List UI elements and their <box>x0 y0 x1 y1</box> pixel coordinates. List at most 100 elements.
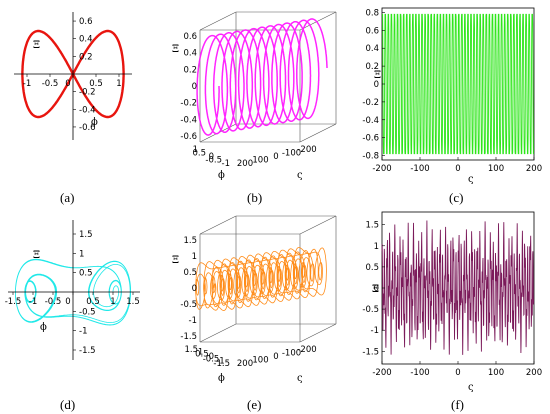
d-series-line <box>14 258 131 326</box>
f-xtick-label: 100 <box>488 368 504 378</box>
f-ytick-label: 1 <box>374 242 379 252</box>
b-vtick-label: 0 <box>273 152 278 162</box>
d-ytick-label: 1 <box>79 249 84 259</box>
e-phitick-label: 0 <box>209 352 214 362</box>
c-xlabel: ς <box>468 174 474 185</box>
e-box-edge <box>299 323 337 343</box>
a-ytick-label: -0.4 <box>79 105 96 115</box>
c-ytick-label: 0.6 <box>365 26 379 36</box>
e-ztick-label: 1.5 <box>183 236 197 246</box>
d-ylabel: Ξ <box>33 250 40 261</box>
b-phitick-label: 1 <box>193 145 198 155</box>
d-xtick-label: -0.5 <box>45 297 62 307</box>
d-xtick-label: 1.5 <box>126 297 140 307</box>
panel-e: 1.510.50-0.5-1-1.51.5 10.5 0-0.5-1-1.5 200 1… <box>172 215 337 412</box>
b-ticks: 0.60.40.20-0.2-0.4-0.610.5 0-0.5 -1 200 100 0… <box>180 32 316 169</box>
e-zlabel: Ξ <box>172 255 179 266</box>
panel-d: -1.5 -1 -0.5 0 0.5 1 1.51.510.5-0.5-1-1.5 Ξ ϕ … <box>5 220 140 412</box>
e-ztick-label: -0.5 <box>180 300 197 310</box>
e-ztick-label: 1 <box>192 252 197 262</box>
d-xtick-label: -1 <box>29 297 37 307</box>
f-ytick-label: 1.5 <box>365 221 379 231</box>
e-phi-label: ϕ <box>218 373 225 384</box>
d-ytick-label: -0.5 <box>79 307 96 317</box>
e-varsigma-label: ς <box>297 373 303 384</box>
d-phase-curve <box>14 258 131 326</box>
a-ytick-label: 0.6 <box>79 17 93 27</box>
f-ytick-label: 0 <box>374 284 379 294</box>
panel-f: -200 -100 0 100 200 1.5 1 0.5 0 -0.5 -1 -1.5 Ξ ς (f… <box>362 211 542 412</box>
c-ytick-label: -0.4 <box>362 116 379 126</box>
e-3d-box <box>199 215 337 343</box>
b-ztick-label: 0.6 <box>183 32 197 42</box>
b-phitick-label: -1 <box>222 159 230 169</box>
e-box-edge <box>199 215 237 235</box>
c-xtick-label: 200 <box>526 164 542 174</box>
c-xtick-label: 100 <box>488 164 504 174</box>
e-phitick-label: -0.5 <box>203 354 220 364</box>
b-vtick-label: 200 <box>237 159 253 169</box>
c-ytick-label: 0.8 <box>365 8 379 18</box>
a-caption: (a) <box>60 190 74 205</box>
f-xtick-label: 0 <box>455 368 460 378</box>
c-caption: (c) <box>449 190 463 205</box>
b-ztick-label: 0.4 <box>183 49 197 59</box>
a-ytick-label: -0.6 <box>79 123 96 133</box>
panel-a: -1 -0.5 0 0.5 1 0.6 0.4 0.2 -0.2 -0.4 -0.6 Ξ ϕ (a) <box>14 12 132 205</box>
b-ztick-label: 0.2 <box>183 65 197 75</box>
a-ytick-label: 0.4 <box>79 35 93 45</box>
d-caption: (d) <box>60 397 75 412</box>
b-box-edge <box>299 11 337 31</box>
e-ticks: 1.510.50-0.5-1-1.51.5 10.5 0-0.5-1-1.5 200 1… <box>180 236 316 369</box>
e-ztick-label: 0.5 <box>183 268 197 278</box>
c-ylabel: Ξ <box>374 70 381 81</box>
f-xtick-label: 200 <box>526 368 542 378</box>
e-phitick-label: 1 <box>198 347 203 357</box>
b-varsigma-label: ς <box>297 170 303 181</box>
f-ytick-label: -0.5 <box>362 305 379 315</box>
c-xtick-label: 0 <box>455 164 460 174</box>
d-xtick-label: -1.5 <box>5 297 22 307</box>
f-caption: (f) <box>451 397 464 412</box>
e-ztick-label: -1 <box>189 316 197 326</box>
f-ytick-label: 0.5 <box>365 263 379 273</box>
e-vtick-label: 100 <box>252 356 268 366</box>
c-ytick-label: -0.8 <box>362 152 379 162</box>
c-xtick-label: -200 <box>372 164 391 174</box>
c-plot: -200 -100 0 100 200 0.8 0.6 0.4 0.2 0 -0.2 -0.4 -0.6… <box>362 7 542 174</box>
b-series-line <box>196 18 328 136</box>
d-ytick-label: 1.5 <box>79 230 93 240</box>
b-trajectory <box>196 18 328 136</box>
e-phitick-label: -1 <box>216 357 224 367</box>
c-ytick-label: -0.6 <box>362 134 379 144</box>
e-phitick-label: 1.5 <box>184 345 198 355</box>
b-caption: (b) <box>247 190 262 205</box>
f-xtick-label: -200 <box>372 368 391 378</box>
b-vtick-label: 100 <box>252 156 268 166</box>
f-plot: -200 -100 0 100 200 1.5 1 0.5 0 -0.5 -1 -1.5 <box>362 211 542 378</box>
b-ztick-label: -0.4 <box>180 115 197 125</box>
d-ytick-label: -1 <box>79 327 87 337</box>
a-xtick-label: -1 <box>23 79 31 89</box>
f-ytick-label: -1 <box>371 326 379 336</box>
e-vtick-label: -200 <box>297 345 316 355</box>
a-xtick-label: 0 <box>65 79 70 89</box>
b-phitick-label: 0.5 <box>192 149 206 159</box>
f-xlabel: ς <box>468 382 474 393</box>
panel-c: -200 -100 0 100 200 0.8 0.6 0.4 0.2 0 -0.2 -0.4 -0.6… <box>362 7 542 205</box>
e-box-edge <box>199 323 237 343</box>
e-ztick-label: -1.5 <box>180 332 197 342</box>
a-xtick-label: 1 <box>116 79 121 89</box>
e-vtick-label: 0 <box>273 352 278 362</box>
a-ylabel: Ξ <box>33 40 40 51</box>
e-caption: (e) <box>247 397 261 412</box>
b-phitick-label: 0 <box>209 152 214 162</box>
a-xtick-label: 0.5 <box>89 79 103 89</box>
a-ytick-label: -0.2 <box>79 88 96 98</box>
e-ztick-label: 0 <box>192 284 197 294</box>
c-ytick-label: -0.2 <box>362 98 379 108</box>
a-axes: -1 -0.5 0 0.5 1 0.6 0.4 0.2 -0.2 -0.4 -0.6 <box>14 12 132 140</box>
a-xtick-label: -0.5 <box>42 79 59 89</box>
d-xlabel: ϕ <box>40 322 47 333</box>
